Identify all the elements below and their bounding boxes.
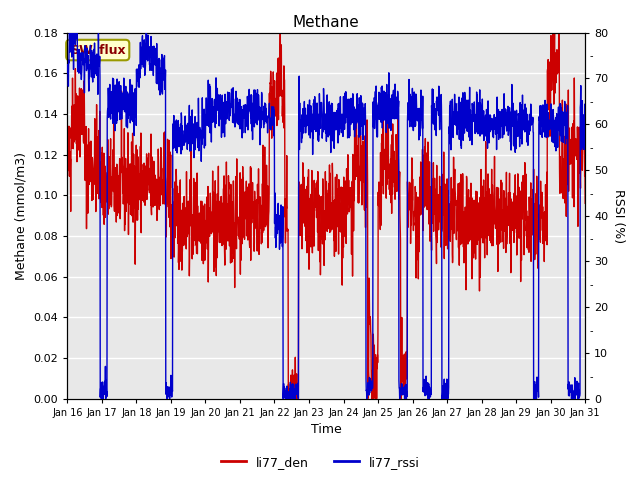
X-axis label: Time: Time bbox=[311, 423, 342, 436]
Y-axis label: Methane (mmol/m3): Methane (mmol/m3) bbox=[15, 152, 28, 279]
Text: SW_flux: SW_flux bbox=[70, 44, 125, 57]
Y-axis label: RSSI (%): RSSI (%) bbox=[612, 189, 625, 243]
Legend: li77_den, li77_rssi: li77_den, li77_rssi bbox=[216, 451, 424, 474]
Title: Methane: Methane bbox=[293, 15, 360, 30]
